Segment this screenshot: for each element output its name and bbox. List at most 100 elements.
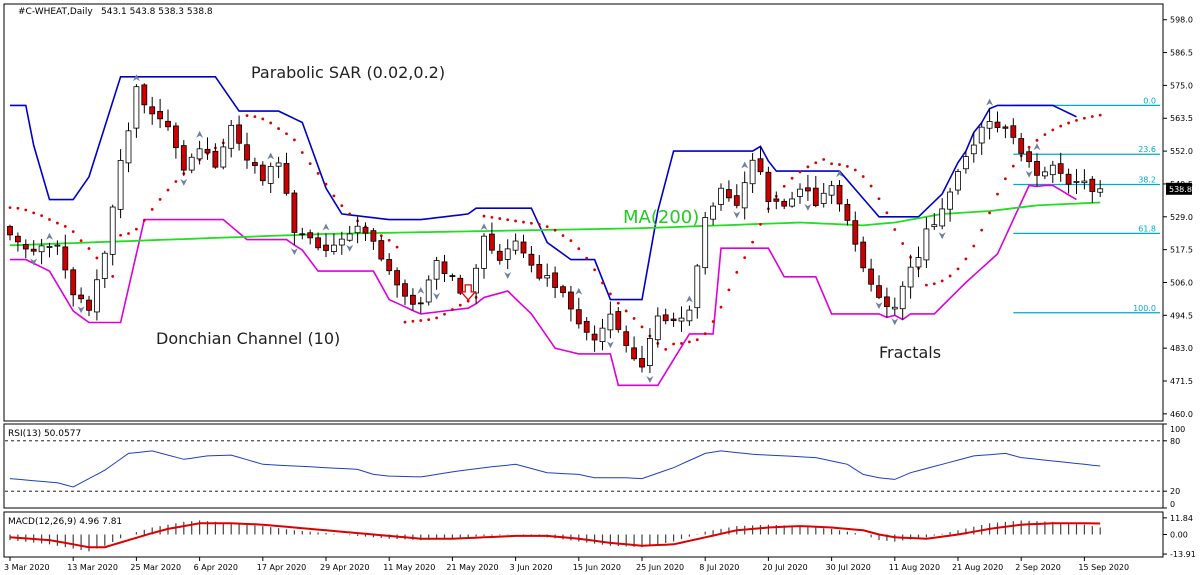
sar-dot [427,318,431,322]
candle-body [1081,180,1088,184]
sar-dot [553,228,557,232]
sar-dot [522,220,525,224]
sar-dot [79,239,83,242]
x-tick-label: 2 Sep 2020 [1015,563,1061,572]
candlesticks [7,83,1104,374]
x-tick-label: 6 Apr 2020 [194,563,238,572]
candle-body [78,294,84,300]
candle-body [1026,151,1032,163]
candle-body [54,244,61,247]
sar-dot [853,168,857,172]
candle-body [228,124,235,149]
sar-dot [32,211,36,215]
rsi-series [5,440,1162,492]
sar-dot [48,218,51,221]
sar-dot [395,245,399,249]
candle-body [62,246,69,271]
macd-signal-line [9,522,1101,549]
x-tick-label: 3 Jun 2020 [510,563,553,572]
sar-dot [490,215,494,219]
fractal-down-icon [77,306,85,314]
candle-body [678,317,685,322]
candle-body [338,238,345,246]
sar-dot [40,214,43,218]
fractal-up-icon [480,223,488,231]
sar-dot [688,340,691,344]
sar-dot [458,303,462,307]
sar-dot [901,242,905,245]
candle-body [473,267,480,294]
candle-body [504,248,511,260]
candle-body [970,144,977,155]
sar-dot [988,211,991,215]
candle-body [101,252,108,279]
fractal-down-icon [646,376,654,384]
fractal-down-icon [290,248,298,256]
sar-dot [964,257,968,261]
sar-dot [63,224,67,228]
candle-body [568,291,574,310]
candle-body [828,185,835,196]
candle-body [1073,181,1080,183]
price-tick-label: 506.0 [1170,278,1193,287]
candle-body [386,259,393,272]
sar-dot [8,206,12,210]
rsi-panel [3,423,1164,509]
candle-body [425,279,432,303]
candle-body [172,125,179,149]
rsi-tick-label: 80 [1170,437,1180,446]
fibonacci-label-3: 61.8 [1138,224,1156,233]
annotation-donchian: Donchian Channel (10) [156,329,340,348]
price-tick-label: 517.5 [1170,246,1193,255]
sar-dot [956,267,960,271]
sar-dot [135,227,138,231]
candle-body [70,269,77,296]
sar-dot [158,197,162,201]
sar-dot [419,319,423,322]
fractal-up-icon [741,161,749,169]
sar-dot [703,332,707,336]
macd-panel [3,511,1164,558]
candle-body [362,227,369,234]
fractal-up-icon [1033,143,1041,151]
sar-dot [980,228,984,232]
candle-body [157,110,164,120]
sar-dot [348,212,352,216]
sar-dot [877,197,881,201]
sar-dot [940,279,944,283]
candle-body [496,250,503,261]
candle-body [370,230,377,242]
price-tick-label: 563.5 [1170,114,1193,123]
sar-dot [150,208,154,211]
annotation-ma200: MA(200) [623,207,699,228]
sar-dot [316,172,320,175]
sar-dot [300,151,304,154]
candle-body [94,279,100,313]
sar-dot [1027,145,1031,149]
current-price-box [1166,182,1192,195]
sar-dot [846,165,849,168]
candle-body [963,156,969,170]
fractal-up-icon [575,287,583,295]
candle-body [86,299,92,311]
fractal-down-icon [180,178,188,186]
candle-body [409,294,416,305]
sar-dot [411,319,415,323]
sar-dot [759,222,762,226]
sar-dot [285,132,288,136]
sar-dot [727,288,731,292]
macd-tick-label: 11.84 [1170,514,1193,523]
sar-dot [1067,121,1070,125]
sar-dot [601,281,604,285]
rsi-tick-label: 0 [1170,500,1175,509]
candle-body [773,198,780,202]
sar-dot [632,317,636,320]
x-tick-label: 21 Aug 2020 [952,563,1003,572]
annotation-parabolic-sar: Parabolic SAR (0.02,0.2) [251,63,445,82]
x-tick-label: 11 May 2020 [383,563,435,572]
candle-body [899,285,906,310]
donchian-channel [10,76,1077,387]
sar-dot [142,218,146,222]
sar-dot [293,138,296,142]
candle-body [512,240,519,251]
